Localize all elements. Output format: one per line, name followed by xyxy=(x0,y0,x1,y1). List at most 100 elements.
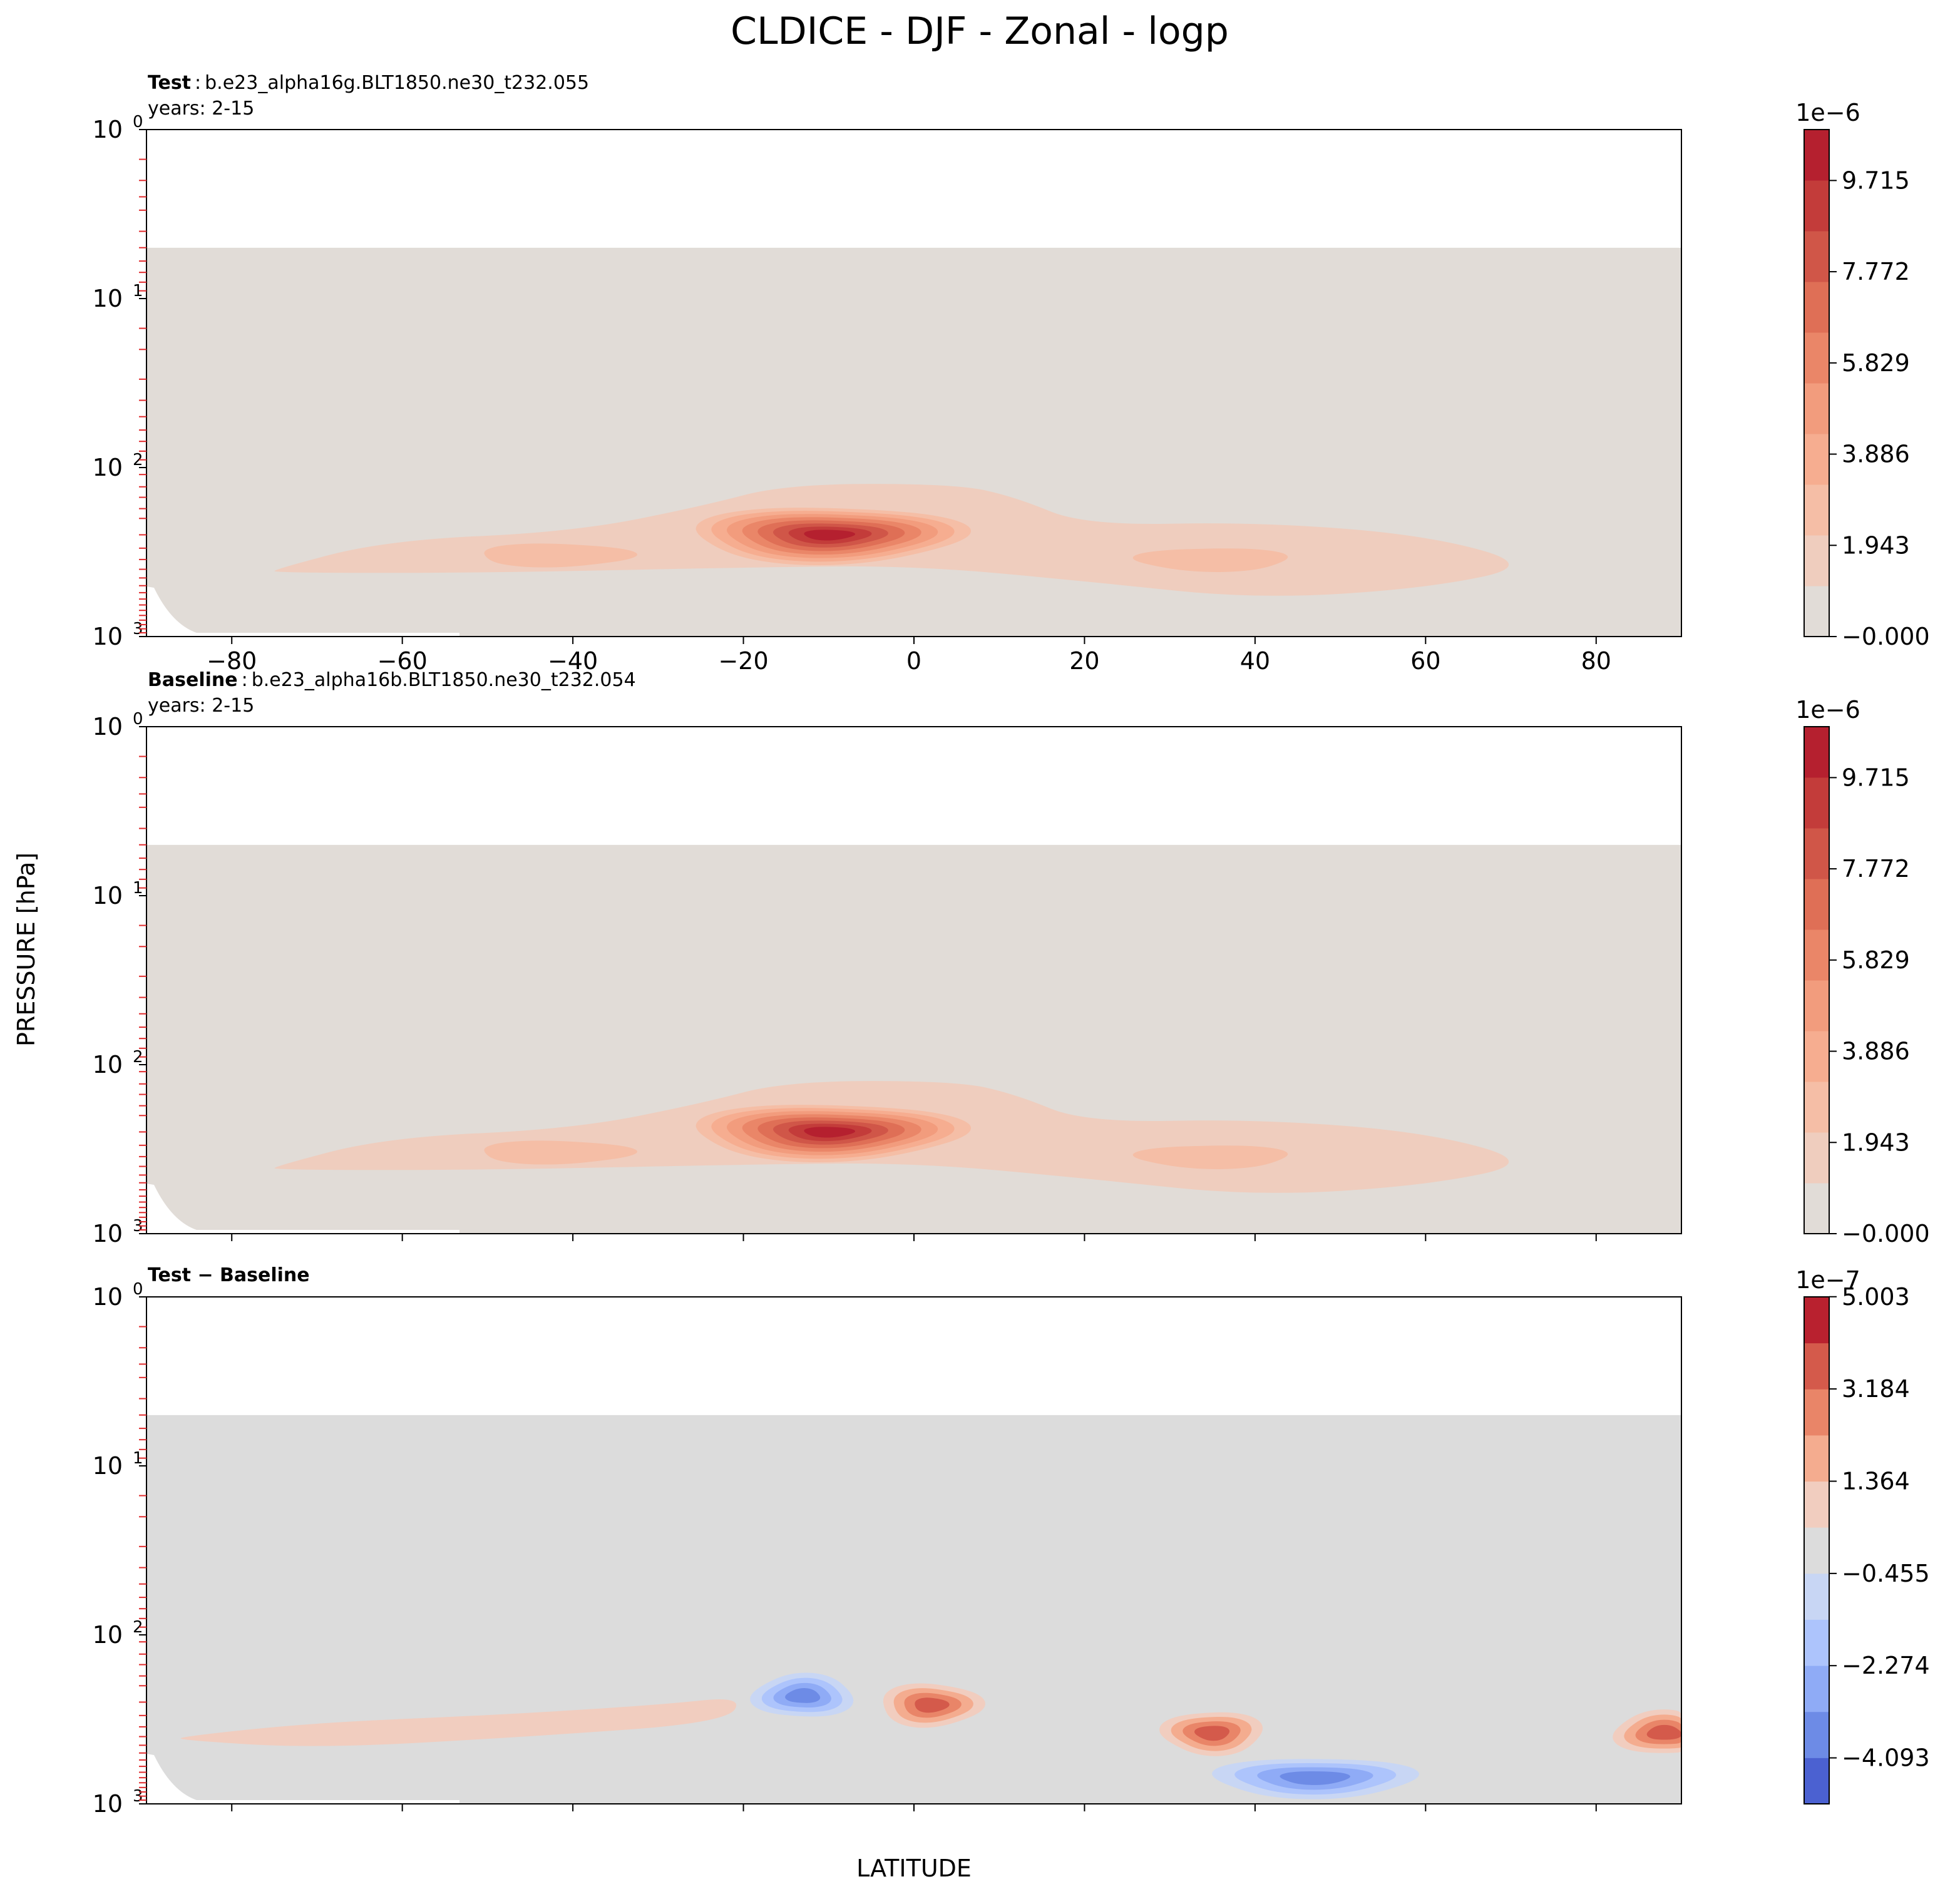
contour-level-9 xyxy=(804,1127,856,1138)
x-tick-label: 80 xyxy=(1581,647,1611,675)
colorbar-tick-label: 5.829 xyxy=(1842,349,1910,377)
colorbar-tick-label: 9.715 xyxy=(1842,166,1910,194)
colorbar-swatch xyxy=(1804,484,1829,536)
colorbar-swatch xyxy=(1804,1619,1829,1666)
panel-difference-title: Test − Baseline xyxy=(148,1264,310,1286)
y-tick-label: 10 xyxy=(93,713,123,740)
y-tick-label: 10 xyxy=(93,623,123,650)
contour-positive-level xyxy=(1646,1724,1681,1740)
colorbar-swatch xyxy=(1804,1573,1829,1620)
y-axis-label: PRESSURE [hPa] xyxy=(13,852,40,1047)
contour-level-2 xyxy=(1132,548,1288,572)
y-tick-exponent: 2 xyxy=(133,1618,143,1637)
y-tick-exponent: 0 xyxy=(133,113,143,131)
no-data-region xyxy=(146,130,1681,248)
colorbar-swatch xyxy=(1804,727,1829,778)
panel-difference: Test − Baseline xyxy=(148,1264,310,1286)
no-data-region xyxy=(146,1297,1681,1415)
colorbar-tick-label: 7.772 xyxy=(1842,855,1910,883)
y-tick-label: 10 xyxy=(93,882,123,909)
colorbar-swatch xyxy=(1804,777,1829,829)
colorbar-swatch xyxy=(1804,1343,1829,1390)
colorbar-swatch xyxy=(1804,535,1829,586)
colorbar-swatch xyxy=(1804,1435,1829,1482)
x-tick-label: 60 xyxy=(1410,647,1440,675)
colorbar-swatch xyxy=(1804,130,1829,181)
colorbar-tick-label: 9.715 xyxy=(1842,764,1910,791)
y-tick-label: 10 xyxy=(93,1452,123,1480)
colorbar-baseline: 1e−6 9.715 7.772 5.829 3.886 1.943 −0.000 xyxy=(1795,696,1929,1247)
colorbar-swatch xyxy=(1804,929,1829,981)
missing-data-region xyxy=(146,1754,459,1804)
colorbar-tick-label: 1.364 xyxy=(1842,1468,1910,1495)
colorbar-baseline-multiplier: 1e−6 xyxy=(1795,696,1860,724)
missing-data-region xyxy=(146,586,459,637)
colorbar-tick-label: 1.943 xyxy=(1842,531,1910,559)
colorbar-swatch xyxy=(1804,879,1829,930)
colorbar-tick-label: −4.093 xyxy=(1842,1744,1930,1772)
missing-data-region xyxy=(146,1184,459,1234)
panel-baseline-title: Baseline: b.e23_alpha16b.BLT1850.ne30_t23… xyxy=(148,669,636,691)
y-tick-label: 10 xyxy=(93,116,123,143)
y-tick-label: 10 xyxy=(93,1051,123,1078)
colorbar-tick-label: 1.943 xyxy=(1842,1129,1910,1156)
y-tick-label: 10 xyxy=(93,1283,123,1311)
y-tick-label: 10 xyxy=(93,285,123,312)
panel-test: Test: b.e23_alpha16g.BLT1850.ne30_t232.05… xyxy=(148,72,589,120)
colorbar-tick-label: 3.184 xyxy=(1842,1375,1910,1403)
colorbar-frame xyxy=(1804,726,1830,1234)
y-tick-label: 10 xyxy=(93,1621,123,1649)
colorbar-tick-label: −2.274 xyxy=(1842,1652,1930,1679)
contour-level-2 xyxy=(1132,1145,1288,1169)
x-tick-label: −20 xyxy=(718,647,768,675)
contour-level-2 xyxy=(484,1140,637,1165)
contour-positive-band xyxy=(180,1699,737,1746)
y-tick-exponent: 2 xyxy=(133,1048,143,1067)
panel-test-years: years: 2-15 xyxy=(148,98,254,120)
contour-positive-level xyxy=(915,1697,950,1713)
colorbar-swatch xyxy=(1804,1183,1829,1234)
colorbar-swatch xyxy=(1804,434,1829,485)
panel-test-case: b.e23_alpha16g.BLT1850.ne30_t232.055 xyxy=(205,72,589,94)
colorbar-difference-multiplier: 1e−7 xyxy=(1795,1266,1860,1294)
colorbar-frame xyxy=(1804,129,1830,637)
no-data-region xyxy=(146,727,1681,845)
colorbar-swatch xyxy=(1804,1758,1829,1804)
y-tick-exponent: 0 xyxy=(133,1280,143,1299)
colorbar-swatch xyxy=(1804,332,1829,384)
x-tick-label: −80 xyxy=(207,647,257,675)
y-tick-exponent: 1 xyxy=(133,879,143,898)
panel-test-title: Test: b.e23_alpha16g.BLT1850.ne30_t232.05… xyxy=(148,72,589,94)
contour-level-9 xyxy=(804,530,856,541)
x-axis-label: LATITUDE xyxy=(856,1855,972,1882)
panel-test-label: Test xyxy=(148,72,191,94)
y-tick-label: 10 xyxy=(93,1220,123,1247)
y-tick-exponent: 2 xyxy=(133,451,143,469)
y-tick-exponent: 1 xyxy=(133,282,143,300)
colorbar-swatch xyxy=(1804,1666,1829,1712)
colorbar-swatch xyxy=(1804,383,1829,434)
colorbar-tick-label: −0.000 xyxy=(1842,623,1930,650)
figure-title: CLDICE - DJF - Zonal - logp xyxy=(731,9,1229,53)
contour-positive-level xyxy=(1194,1726,1230,1741)
contour-level-2 xyxy=(484,543,637,568)
contour-background xyxy=(146,1415,1681,1804)
colorbar-tick-label: 3.886 xyxy=(1842,441,1910,468)
y-tick-exponent: 1 xyxy=(133,1449,143,1468)
y-tick-exponent: 0 xyxy=(133,710,143,729)
y-tick-label: 10 xyxy=(93,1790,123,1818)
colorbar-tick-label: 3.886 xyxy=(1842,1038,1910,1065)
colorbar-swatch xyxy=(1804,1389,1829,1436)
colorbar-swatch xyxy=(1804,1481,1829,1528)
colorbar-tick-label: 5.829 xyxy=(1842,946,1910,974)
colorbar-swatch xyxy=(1804,231,1829,282)
colorbar-swatch xyxy=(1804,980,1829,1031)
x-tick-label: −40 xyxy=(548,647,598,675)
x-tick-label: 0 xyxy=(906,647,921,675)
colorbar-test: 1e−6 9.715 7.772 5.829 3.886 1.943 −0.000 xyxy=(1795,99,1929,650)
panel-baseline: Baseline: b.e23_alpha16b.BLT1850.ne30_t23… xyxy=(148,669,636,717)
colorbar-swatch xyxy=(1804,1132,1829,1184)
